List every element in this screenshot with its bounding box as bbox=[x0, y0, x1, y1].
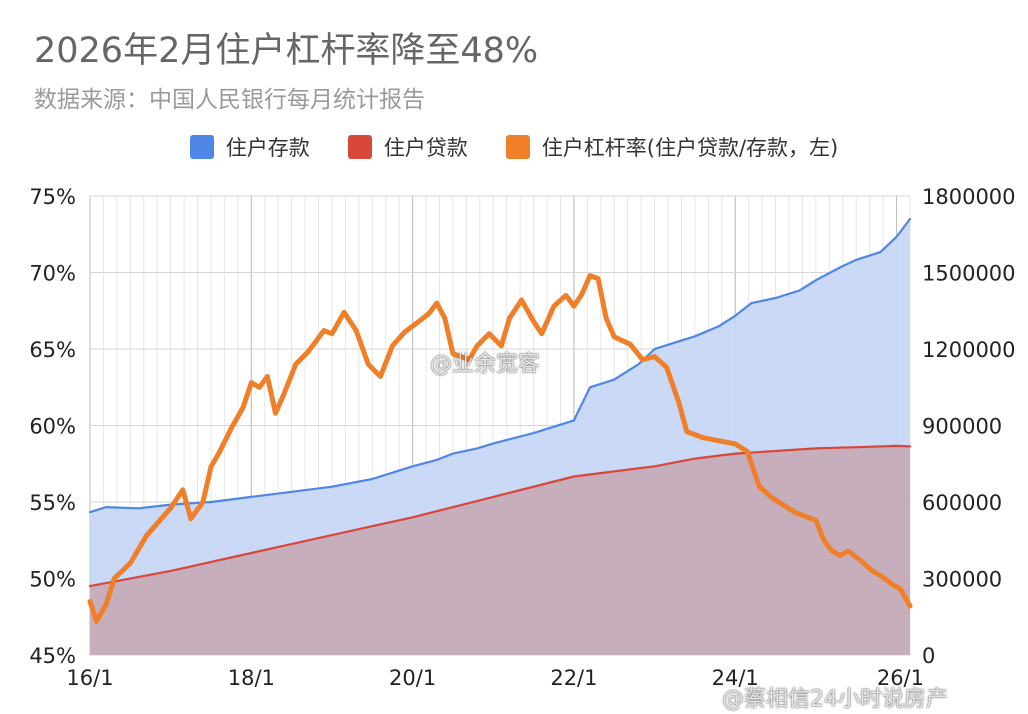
y-left-tick-label: 45% bbox=[29, 644, 76, 668]
y-right-tick-label: 600000 bbox=[922, 491, 1002, 515]
y-right-tick-label: 1500000 bbox=[922, 262, 1016, 286]
x-tick-label: 16/1 bbox=[66, 666, 113, 690]
legend-swatch-loans bbox=[347, 135, 372, 159]
y-left-tick-label: 50% bbox=[29, 568, 76, 592]
y-right-tick-label: 900000 bbox=[922, 415, 1002, 439]
chart-axes: 45% 50% 55% 60% 65% 70% 75% 0 300000 600000 900000… bbox=[29, 185, 1015, 690]
legend-label-leverage: 住户杠杆率(住户贷款/存款，左) bbox=[541, 136, 839, 160]
chart-lines bbox=[87, 217, 913, 624]
series-line-0 bbox=[88, 217, 912, 514]
y-left-tick-label: 70% bbox=[29, 262, 76, 286]
legend-item-deposits: 住户存款 bbox=[189, 132, 310, 162]
legend-item-leverage: 住户杠杆率(住户贷款/存款，左) bbox=[505, 132, 839, 162]
chart-areas bbox=[90, 219, 910, 655]
legend-item-loans: 住户贷款 bbox=[347, 132, 468, 162]
y-right-tick-label: 1800000 bbox=[922, 185, 1016, 209]
legend-swatch-leverage bbox=[505, 135, 530, 159]
y-left-tick-label: 65% bbox=[29, 338, 76, 362]
series-area-1 bbox=[90, 445, 910, 655]
y-right-tick-label: 300000 bbox=[922, 568, 1002, 592]
chart-legend: 住户存款 住户贷款 住户杠杆率(住户贷款/存款，左) bbox=[0, 132, 1028, 162]
x-tick-label: 18/1 bbox=[228, 666, 275, 690]
legend-label-deposits: 住户存款 bbox=[225, 136, 310, 160]
y-left-tick-label: 75% bbox=[29, 185, 76, 209]
series-line-2 bbox=[87, 273, 913, 624]
y-right-tick-label: 0 bbox=[922, 644, 935, 668]
x-tick-label: 22/1 bbox=[550, 666, 597, 690]
x-tick-label: 24/1 bbox=[712, 666, 759, 690]
series-line-1 bbox=[88, 444, 912, 588]
y-left-tick-label: 60% bbox=[29, 415, 76, 439]
watermark: @蔡相信24小时说房产 bbox=[722, 687, 948, 712]
legend-swatch-deposits bbox=[189, 135, 214, 159]
chart-title: 2026年2月住户杠杆率降至48% bbox=[34, 31, 539, 71]
y-right-tick-label: 1200000 bbox=[922, 338, 1016, 362]
legend-label-loans: 住户贷款 bbox=[383, 136, 468, 160]
x-tick-label: 20/1 bbox=[389, 666, 436, 690]
watermark: @业余宽客 bbox=[430, 352, 541, 377]
x-tick-label: 26/1 bbox=[877, 666, 924, 690]
chart-subtitle: 数据来源：中国人民银行每月统计报告 bbox=[34, 87, 425, 113]
y-left-tick-label: 55% bbox=[29, 491, 76, 515]
